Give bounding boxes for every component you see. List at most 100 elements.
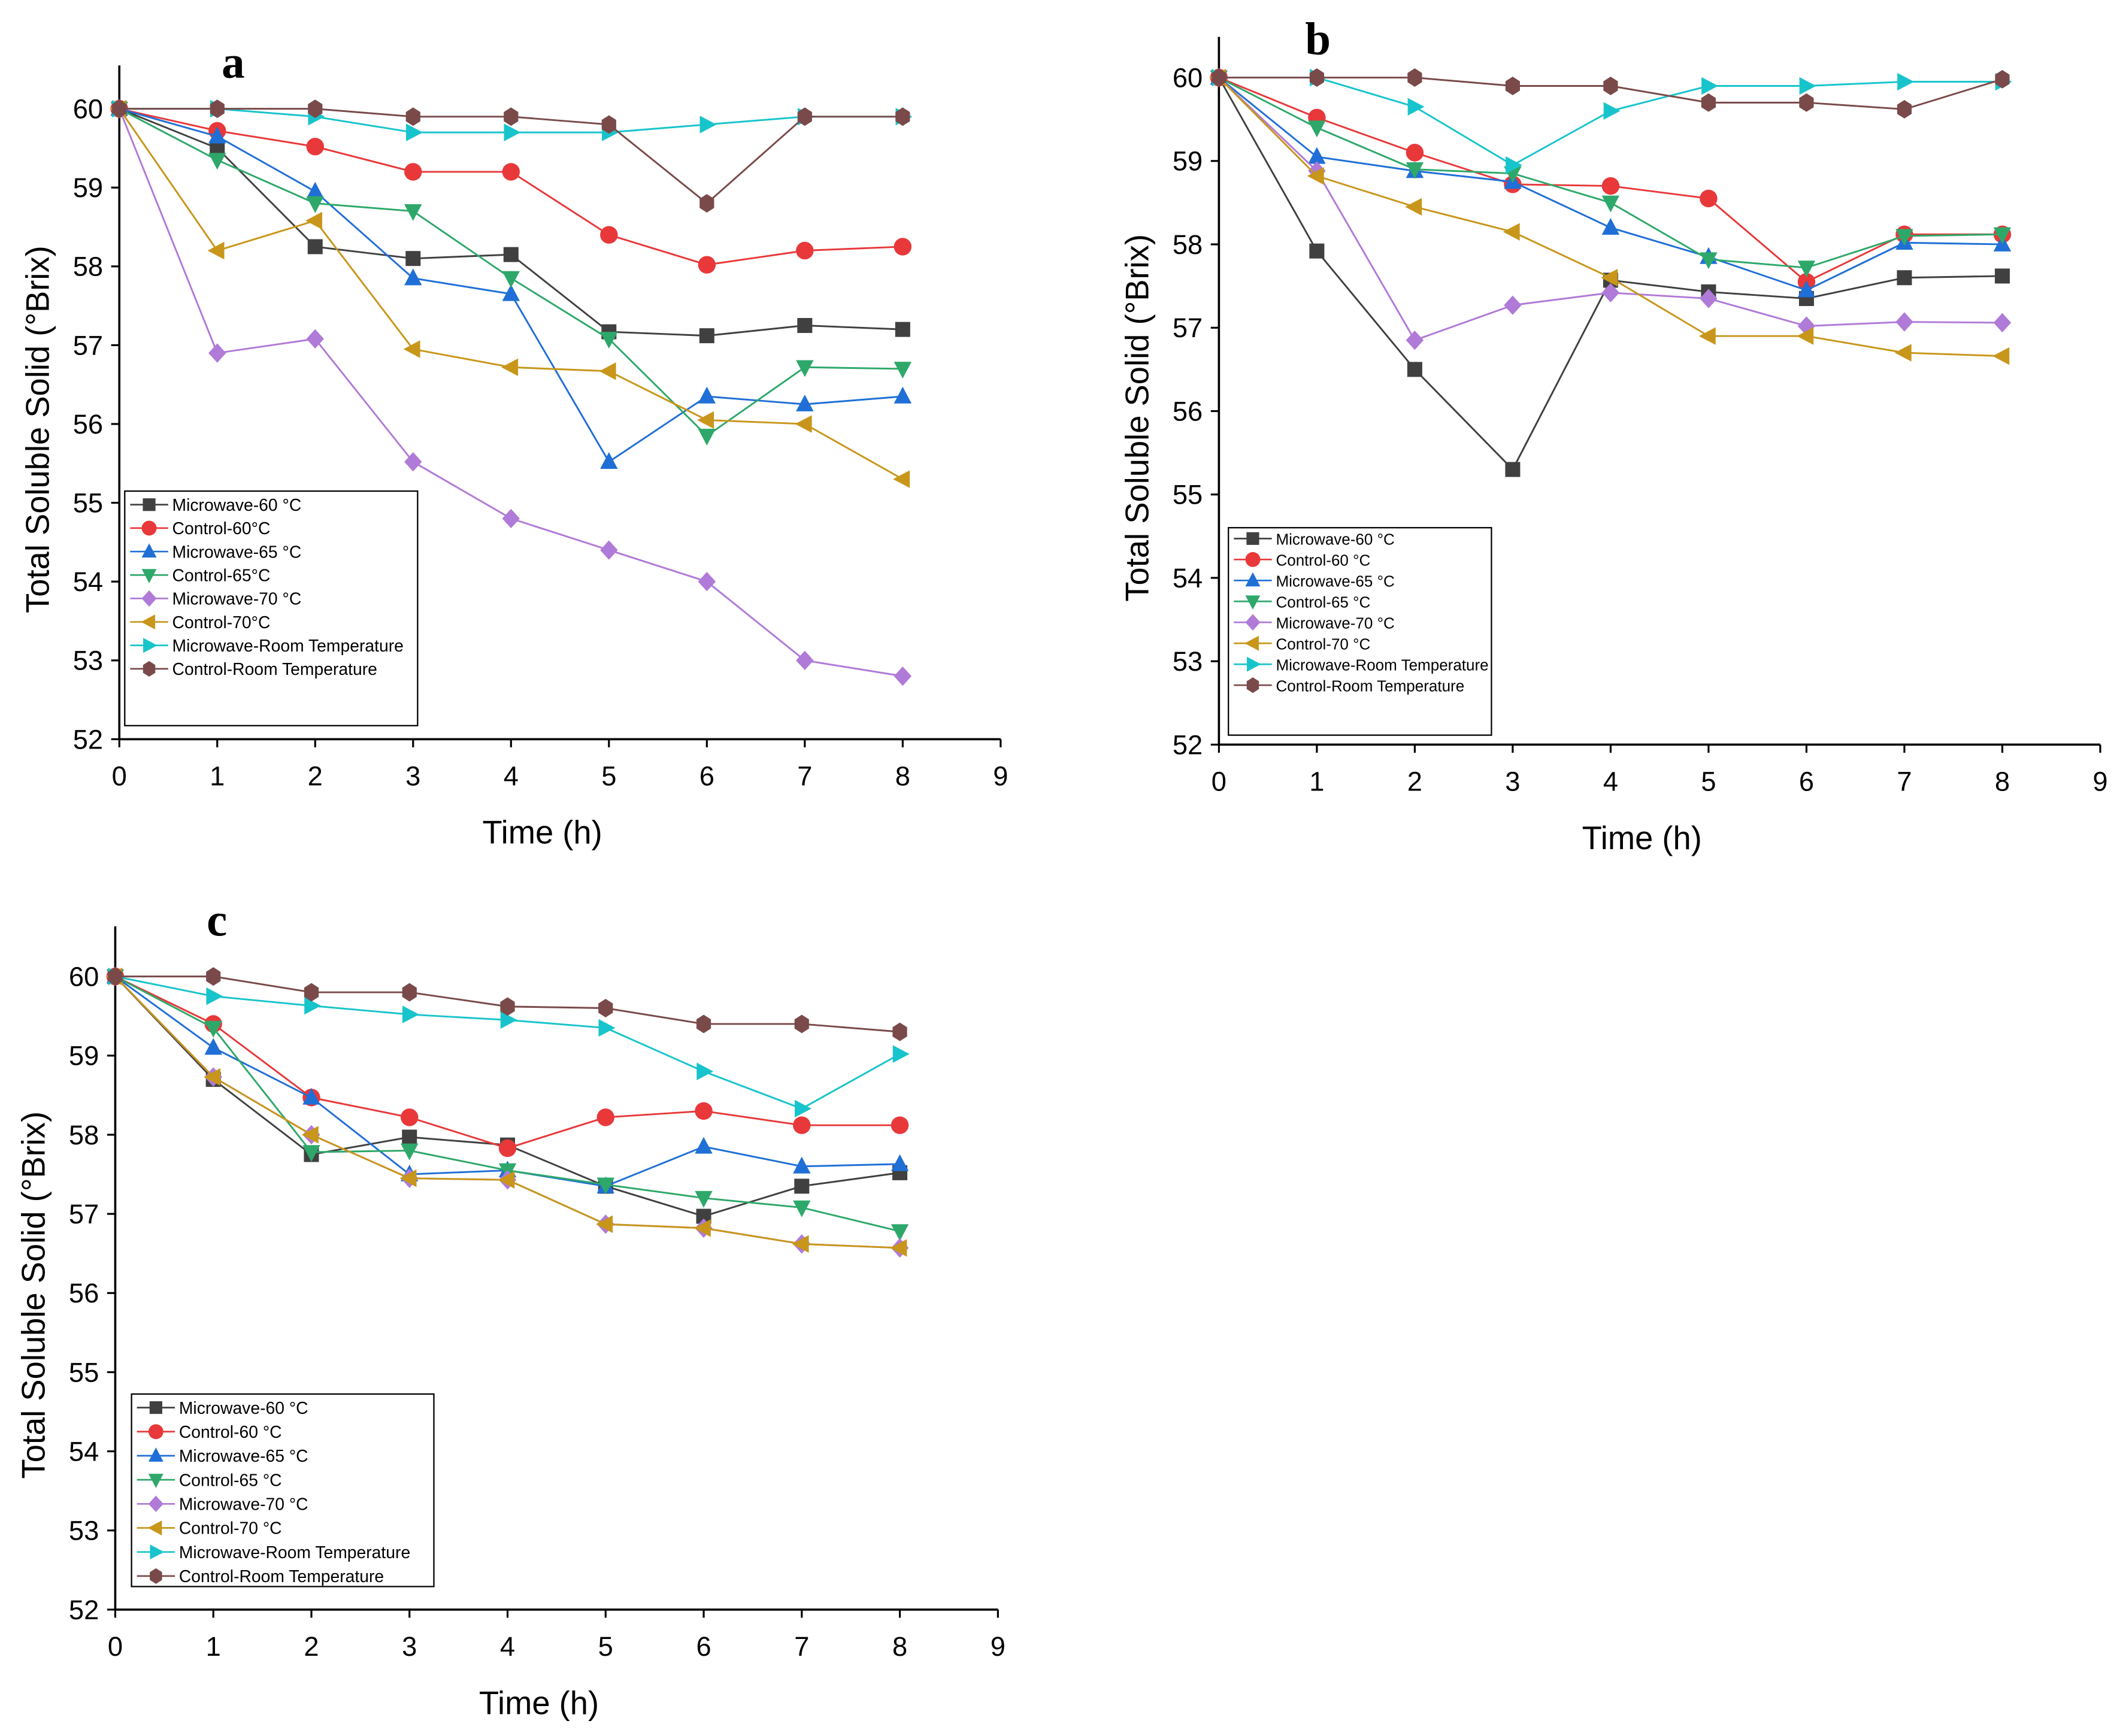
legend-item: Control-Room Temperature bbox=[137, 1567, 384, 1586]
data-point bbox=[1992, 347, 2010, 365]
data-point bbox=[698, 256, 716, 274]
legend-marker bbox=[143, 498, 156, 511]
data-point bbox=[1212, 68, 1226, 87]
data-point bbox=[1601, 218, 1620, 235]
data-point bbox=[498, 1171, 515, 1189]
data-point bbox=[1503, 223, 1520, 241]
series-c60 bbox=[106, 967, 909, 1158]
data-point bbox=[308, 99, 323, 119]
data-point bbox=[208, 153, 226, 170]
data-point bbox=[404, 204, 422, 221]
data-point bbox=[1603, 77, 1618, 95]
legend-marker bbox=[143, 638, 158, 653]
data-point bbox=[108, 967, 123, 986]
legend-label: Microwave-Room Temperature bbox=[172, 636, 404, 655]
legend-item: Microwave-60 °C bbox=[1234, 531, 1395, 549]
series-mw60 bbox=[111, 101, 910, 344]
data-point bbox=[500, 1011, 517, 1029]
data-point bbox=[895, 107, 910, 126]
data-point bbox=[693, 1219, 711, 1237]
data-point bbox=[401, 1108, 419, 1126]
legend-label: Control-Room Temperature bbox=[1276, 677, 1464, 695]
y-tick-label: 57 bbox=[69, 1199, 99, 1229]
legend-item: Control-Room Temperature bbox=[130, 659, 377, 678]
x-tick-label: 4 bbox=[500, 1631, 515, 1662]
x-tick-label: 0 bbox=[108, 1631, 123, 1662]
data-point bbox=[795, 1099, 811, 1118]
data-point bbox=[600, 540, 618, 560]
legend-item: Control-70°C bbox=[130, 613, 270, 632]
data-point bbox=[1701, 93, 1716, 112]
data-point bbox=[302, 1087, 320, 1105]
data-point bbox=[598, 1019, 616, 1037]
legend-item: Control-60 °C bbox=[137, 1422, 282, 1441]
data-point bbox=[204, 1020, 222, 1038]
x-tick-label: 9 bbox=[993, 761, 1008, 791]
legend-marker bbox=[150, 1544, 165, 1560]
legend-marker bbox=[147, 1520, 162, 1535]
legend-item: Control-60°C bbox=[130, 519, 270, 538]
data-point bbox=[695, 1190, 713, 1208]
data-point bbox=[1897, 270, 1912, 286]
legend-item: Microwave-65 °C bbox=[130, 542, 301, 561]
legend-marker bbox=[141, 569, 157, 583]
data-point bbox=[306, 138, 324, 156]
legend-label: Microwave-65 °C bbox=[1276, 572, 1394, 590]
data-point bbox=[1407, 362, 1422, 377]
legend-item: Microwave-70 °C bbox=[130, 589, 301, 608]
data-point bbox=[402, 1129, 417, 1145]
data-point bbox=[1700, 189, 1718, 208]
data-point bbox=[304, 983, 319, 1002]
legend-label: Microwave-Room Temperature bbox=[179, 1543, 410, 1562]
data-point bbox=[698, 386, 716, 404]
data-point bbox=[1406, 144, 1424, 162]
data-point bbox=[112, 99, 127, 119]
data-point bbox=[504, 107, 519, 126]
data-point bbox=[206, 967, 221, 986]
data-point bbox=[502, 271, 520, 288]
legend-marker bbox=[150, 1568, 162, 1584]
y-tick-label: 58 bbox=[73, 252, 103, 282]
data-point bbox=[208, 343, 226, 363]
y-axis-title: Total Soluble Solid (°Brix) bbox=[1119, 234, 1156, 602]
legend-item: Microwave-60 °C bbox=[130, 495, 301, 514]
data-point bbox=[1407, 98, 1425, 116]
series-crt bbox=[112, 99, 910, 213]
y-axis-title: Total Soluble Solid (°Brix) bbox=[20, 246, 56, 613]
x-tick-label: 5 bbox=[601, 761, 616, 791]
y-tick-label: 56 bbox=[69, 1278, 99, 1308]
x-tick-label: 5 bbox=[1701, 766, 1716, 796]
y-tick-label: 54 bbox=[1173, 563, 1203, 593]
data-point bbox=[302, 1145, 320, 1162]
data-point bbox=[893, 470, 910, 488]
x-axis-title: Time (h) bbox=[483, 814, 602, 851]
data-point bbox=[404, 268, 422, 286]
x-tick-label: 1 bbox=[210, 761, 225, 791]
data-point bbox=[307, 239, 323, 255]
legend-marker bbox=[1246, 677, 1259, 693]
legend-marker bbox=[1245, 595, 1261, 610]
x-tick-label: 2 bbox=[1407, 766, 1422, 796]
data-point bbox=[405, 107, 420, 126]
data-point bbox=[500, 997, 515, 1016]
data-point bbox=[1603, 102, 1621, 120]
data-point bbox=[210, 99, 225, 119]
data-point bbox=[796, 394, 814, 411]
y-tick-label: 55 bbox=[1173, 480, 1203, 510]
data-point bbox=[1307, 167, 1324, 185]
series-c60 bbox=[110, 99, 912, 274]
data-point bbox=[1405, 198, 1422, 216]
x-tick-label: 6 bbox=[699, 761, 714, 791]
legend-label: Control-60°C bbox=[172, 519, 271, 538]
legend-label: Microwave-Room Temperature bbox=[1276, 656, 1488, 674]
legend-label: Microwave-60 °C bbox=[179, 1398, 308, 1417]
data-point bbox=[1504, 295, 1522, 315]
y-tick-label: 53 bbox=[73, 646, 103, 676]
panel-label: a bbox=[222, 37, 244, 88]
data-point bbox=[1993, 313, 2012, 333]
legend-marker bbox=[148, 1424, 163, 1440]
data-point bbox=[1698, 327, 1716, 345]
y-tick-label: 52 bbox=[73, 724, 103, 755]
legend-label: Microwave-60 °C bbox=[1276, 531, 1394, 549]
